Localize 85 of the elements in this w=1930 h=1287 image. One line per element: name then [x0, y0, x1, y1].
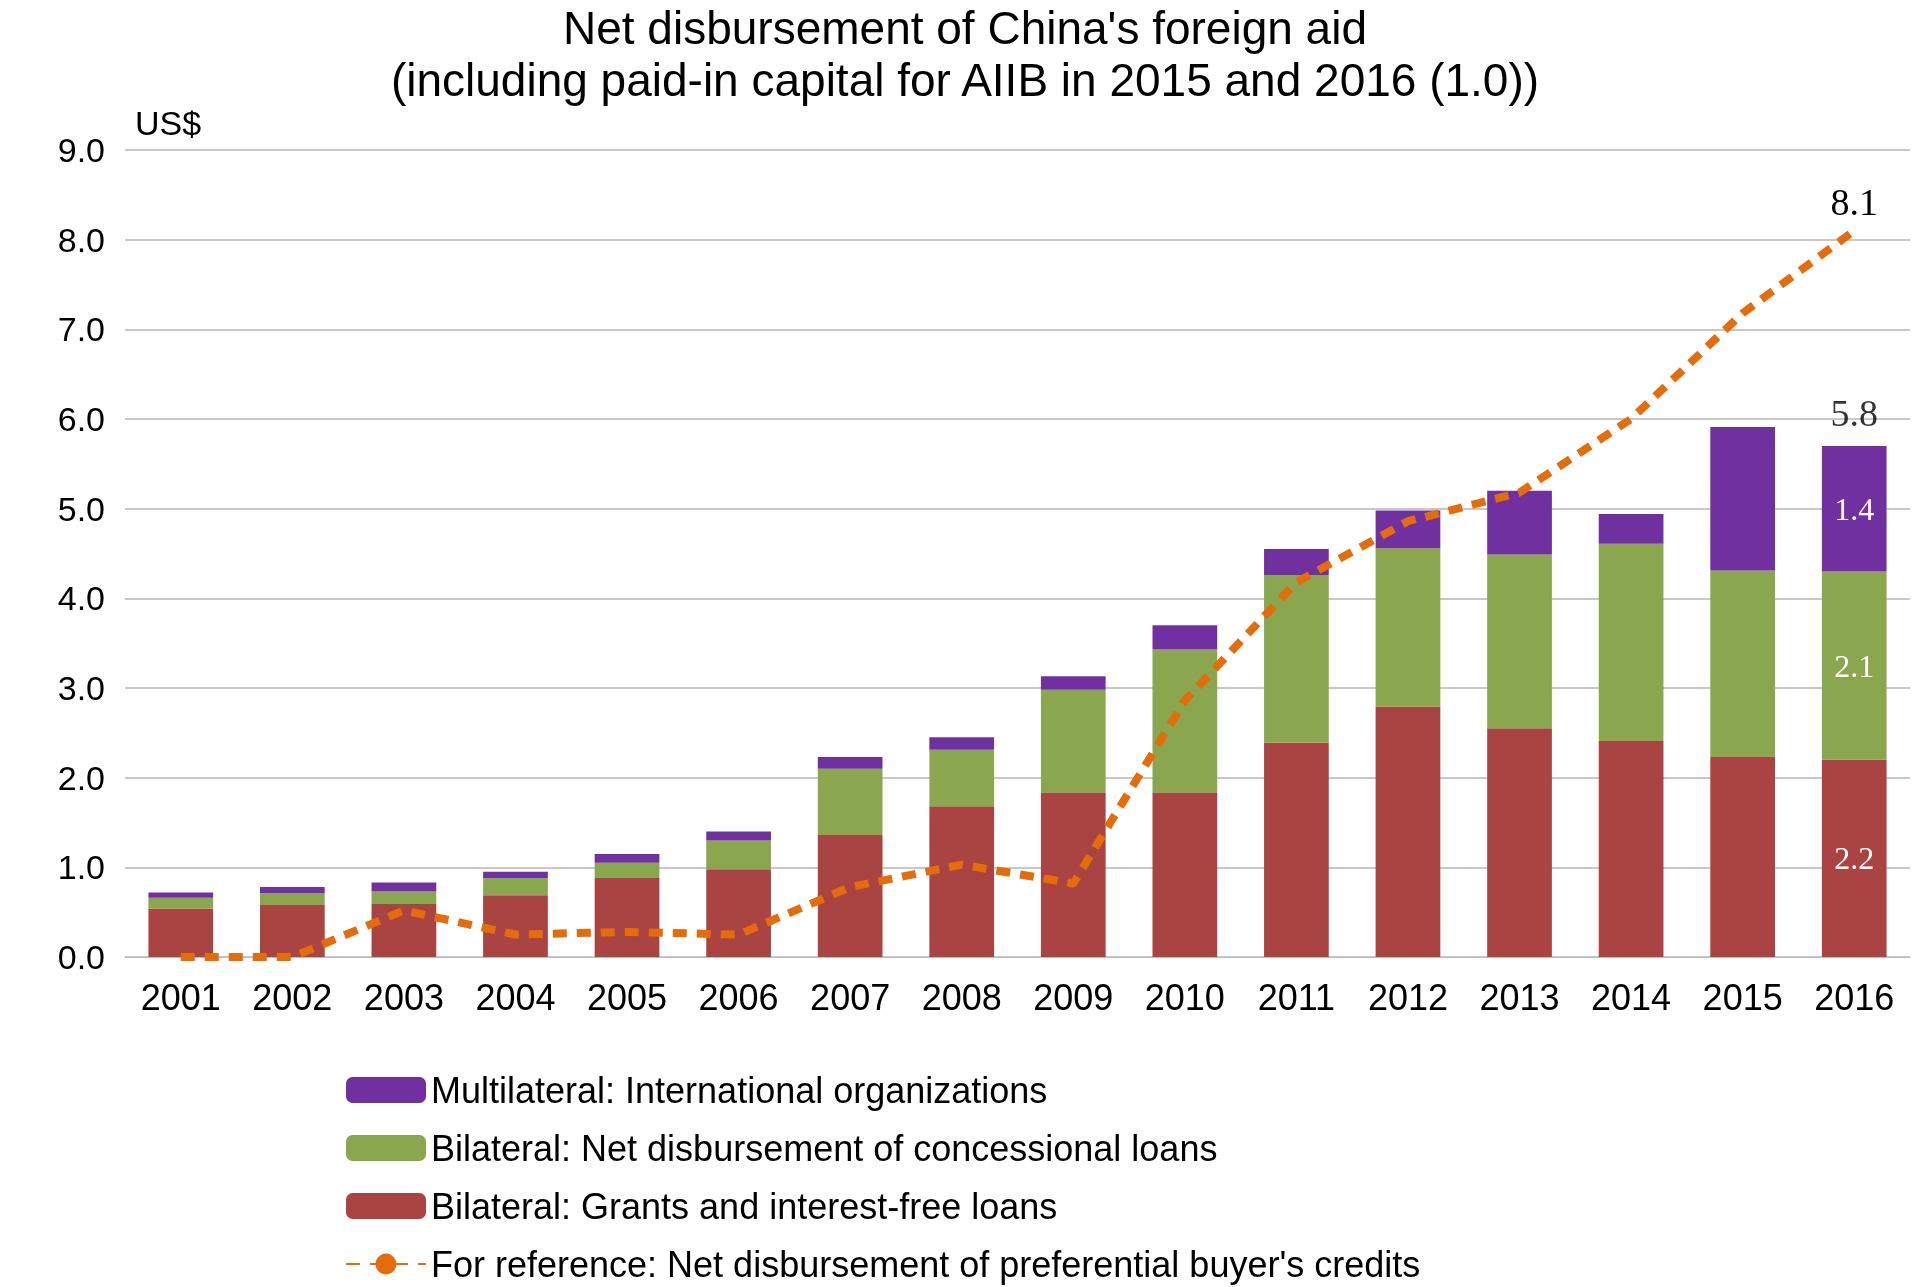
bar [706, 869, 771, 957]
bar [1710, 570, 1776, 758]
data-label: 1.4 [1834, 490, 1875, 527]
bar [371, 891, 437, 905]
y-tick-label: 0.0 [57, 938, 105, 976]
x-tick-label: 2011 [1257, 976, 1336, 1018]
bar [1710, 427, 1776, 571]
legend-label: Multilateral: International organizations [431, 1069, 1048, 1111]
legend-label: Bilateral: Grants and interest-free loans [431, 1185, 1058, 1227]
bar [1487, 728, 1552, 957]
bar [1598, 514, 1664, 544]
bar [371, 904, 437, 957]
x-tick-label: 2006 [698, 976, 779, 1018]
bar [817, 835, 883, 957]
chart-subtitle: (including paid-in capital for AIIB in 2015 and 2016 (1.0)) [390, 54, 1540, 106]
y-tick-label: 1.0 [57, 848, 105, 887]
chart-title: Net disbursement of China's foreign aid [563, 2, 1367, 54]
y-tick-label: 5.0 [57, 489, 105, 528]
bar [929, 806, 995, 957]
bar [1487, 554, 1552, 729]
y-tick-label: 6.0 [57, 400, 105, 438]
bar [1040, 792, 1106, 957]
bar [148, 908, 214, 957]
bar [371, 882, 437, 892]
bar [483, 895, 548, 957]
bar [1264, 549, 1329, 576]
bar [1152, 792, 1218, 957]
bar [1710, 757, 1776, 957]
bar [1598, 543, 1664, 741]
bar [259, 904, 325, 957]
bar [1487, 490, 1552, 555]
x-tick-label: 2008 [921, 976, 1002, 1018]
y-axis-title: US$ [135, 104, 202, 142]
x-tick-label: 2016 [1814, 976, 1895, 1018]
bar [594, 878, 660, 957]
bar [817, 768, 883, 836]
legend-label: For reference: Net disbursement of preferential buyer's credits [431, 1243, 1421, 1285]
data-label: 8.1 [1830, 180, 1878, 223]
x-tick-label: 2009 [1033, 976, 1114, 1018]
x-tick-label: 2014 [1591, 976, 1672, 1018]
bar [1375, 706, 1441, 957]
bar [1375, 548, 1441, 707]
bar [1264, 742, 1329, 957]
bar [483, 871, 548, 879]
x-tick-label: 2003 [363, 976, 444, 1018]
bar [259, 887, 325, 894]
bar [929, 749, 995, 807]
bar [1821, 759, 1887, 957]
bar [1821, 571, 1887, 760]
x-tick-label: 2015 [1702, 976, 1783, 1018]
y-tick-label: 4.0 [57, 579, 105, 618]
bar [929, 737, 995, 750]
y-tick-label: 7.0 [57, 310, 105, 349]
bar [1152, 649, 1218, 793]
legend-label: Bilateral: Net disbursement of concessional loans [431, 1127, 1218, 1169]
bar [1598, 740, 1664, 957]
x-tick-label: 2001 [140, 976, 221, 1018]
x-tick-label: 2005 [586, 976, 668, 1018]
bar [259, 893, 325, 905]
bar [1152, 625, 1218, 650]
bar [706, 831, 771, 841]
data-label: 2.2 [1834, 840, 1875, 877]
x-tick-label: 2010 [1144, 976, 1225, 1018]
x-tick-label: 2004 [475, 976, 556, 1018]
bar [594, 862, 660, 879]
data-label: 2.1 [1834, 647, 1875, 684]
bar [148, 897, 214, 909]
bar [483, 878, 548, 896]
bar [1264, 575, 1329, 743]
bar [817, 757, 883, 769]
y-tick-label: 3.0 [57, 669, 105, 707]
bar [706, 840, 771, 870]
bar [1821, 445, 1887, 572]
x-tick-label: 2002 [252, 976, 333, 1018]
x-tick-label: 2012 [1367, 976, 1449, 1018]
bar [1040, 689, 1106, 793]
y-tick-label: 9.0 [57, 131, 105, 169]
bar [594, 853, 660, 863]
bar [148, 892, 214, 898]
bar [1040, 676, 1106, 690]
x-tick-label: 2007 [810, 976, 891, 1018]
x-tick-label: 2013 [1479, 976, 1560, 1018]
y-tick-label: 2.0 [57, 758, 105, 797]
y-tick-label: 8.0 [57, 220, 105, 259]
total-label: 5.8 [1830, 391, 1878, 434]
